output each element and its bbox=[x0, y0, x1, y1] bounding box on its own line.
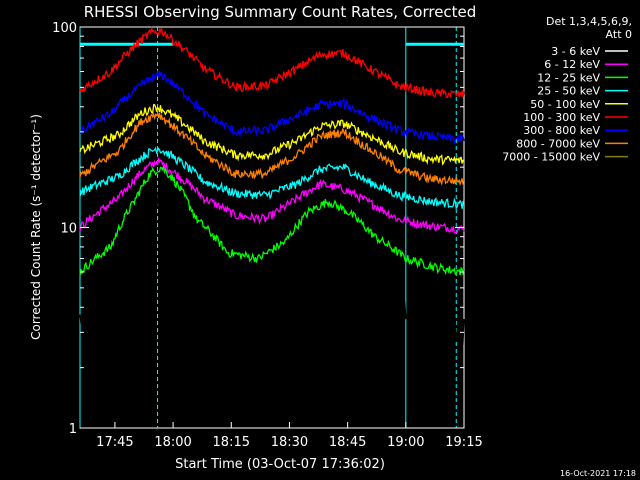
series-line bbox=[79, 69, 465, 145]
series-line bbox=[79, 187, 465, 345]
legend-label: 7000 - 15000 keV bbox=[502, 151, 600, 164]
x-tick-label: 17:45 bbox=[96, 435, 133, 450]
legend-label: 3 - 6 keV bbox=[551, 45, 600, 58]
series-line bbox=[79, 103, 465, 166]
series-line bbox=[79, 157, 465, 234]
x-tick-label: 19:00 bbox=[387, 435, 424, 450]
y-tick-label: 10 bbox=[60, 222, 77, 237]
legend-header-detectors: Det 1,3,4,5,6,9, bbox=[546, 15, 632, 28]
series-line bbox=[79, 112, 465, 187]
series-line bbox=[79, 146, 465, 210]
x-tick-label: 18:30 bbox=[271, 435, 308, 450]
legend-label: 25 - 50 keV bbox=[537, 85, 600, 98]
x-axis: 17:45 18:00 18:15 18:30 18:45 19:00 19:15 bbox=[96, 422, 483, 450]
legend-label: 12 - 25 keV bbox=[537, 71, 600, 84]
y-axis-label: Corrected Count Rate (s⁻¹ detector⁻¹) bbox=[29, 114, 43, 340]
y-tick-label: 100 bbox=[52, 21, 77, 36]
legend-label: 6 - 12 keV bbox=[544, 58, 600, 71]
legend-header-attenuator: Att 0 bbox=[606, 28, 632, 41]
legend-label: 100 - 300 keV bbox=[523, 111, 600, 124]
series-line bbox=[79, 26, 465, 99]
x-tick-label: 18:15 bbox=[213, 435, 250, 450]
legend-label: 50 - 100 keV bbox=[530, 98, 600, 111]
x-tick-label: 18:45 bbox=[329, 435, 366, 450]
plot-area bbox=[79, 26, 465, 429]
x-tick-label: 19:15 bbox=[445, 435, 482, 450]
legend-label: 800 - 7000 keV bbox=[516, 137, 600, 150]
series-line bbox=[79, 164, 465, 276]
x-axis-label: Start Time (03-Oct-07 17:36:02) bbox=[175, 457, 385, 472]
chart-title: RHESSI Observing Summary Count Rates, Co… bbox=[84, 3, 477, 21]
footer-timestamp: 16-Oct-2021 17:18 bbox=[560, 469, 636, 478]
y-tick-label: 1 bbox=[69, 422, 77, 437]
x-tick-label: 18:00 bbox=[154, 435, 191, 450]
legend-label: 300 - 800 keV bbox=[523, 124, 600, 137]
y-axis: 1 10 100 bbox=[52, 21, 464, 437]
